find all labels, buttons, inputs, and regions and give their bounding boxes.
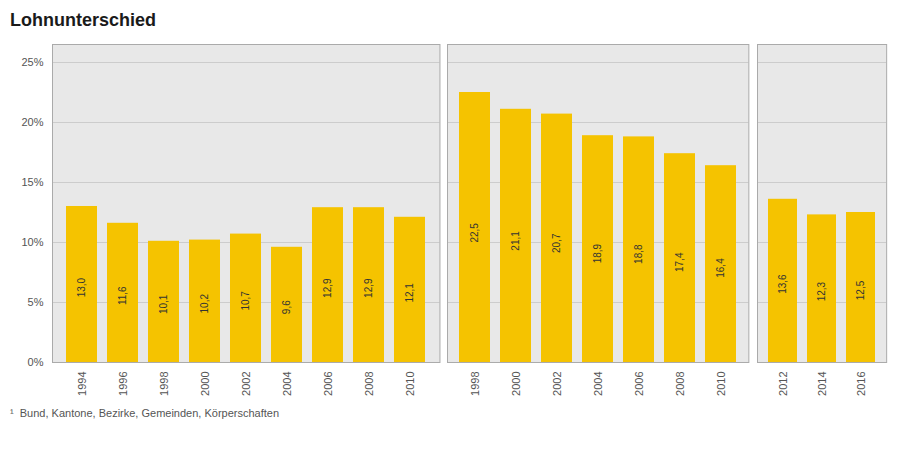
svg-text:2008: 2008	[674, 371, 686, 395]
svg-text:2010: 2010	[404, 371, 416, 395]
svg-text:1998: 1998	[469, 371, 481, 395]
svg-text:12,3: 12,3	[816, 281, 827, 301]
svg-text:2004: 2004	[592, 371, 604, 395]
svg-text:18,8: 18,8	[634, 244, 645, 264]
svg-text:0%: 0%	[28, 356, 44, 368]
svg-text:10,7: 10,7	[240, 291, 251, 311]
svg-text:2002: 2002	[551, 371, 563, 395]
svg-text:2012: 2012	[776, 371, 788, 395]
svg-text:12,9: 12,9	[322, 278, 333, 298]
svg-text:2006: 2006	[322, 371, 334, 395]
svg-text:5%: 5%	[28, 296, 44, 308]
svg-text:18,9: 18,9	[593, 243, 604, 263]
svg-text:1998: 1998	[158, 371, 170, 395]
svg-text:10,2: 10,2	[199, 294, 210, 314]
svg-text:21,1: 21,1	[511, 231, 522, 251]
svg-text:25%: 25%	[22, 56, 44, 68]
html-text:Lohnunterschied: Lohnunterschied	[10, 10, 156, 30]
svg-text:12,1: 12,1	[404, 283, 415, 303]
svg-text:2010: 2010	[715, 371, 727, 395]
svg-text:13,6: 13,6	[777, 274, 788, 294]
svg-text:2000: 2000	[199, 371, 211, 395]
svg-text:15%: 15%	[22, 176, 44, 188]
svg-text:2002: 2002	[240, 371, 252, 395]
svg-text:9,6: 9,6	[281, 300, 292, 314]
svg-text:12,9: 12,9	[363, 278, 374, 298]
svg-text:2004: 2004	[281, 371, 293, 395]
svg-text:2000: 2000	[510, 371, 522, 395]
svg-text:2008: 2008	[363, 371, 375, 395]
svg-text:2006: 2006	[633, 371, 645, 395]
svg-text:11,6: 11,6	[117, 286, 128, 305]
html-text:¹ Bund, Kantone, Bezirke, Geme: ¹ Bund, Kantone, Bezirke, Gemeinden, Kör…	[10, 407, 279, 419]
svg-text:1996: 1996	[117, 371, 129, 395]
svg-text:22,5: 22,5	[470, 223, 481, 243]
svg-text:13,0: 13,0	[76, 277, 87, 297]
svg-text:10%: 10%	[22, 236, 44, 248]
svg-text:2014: 2014	[815, 371, 827, 395]
svg-text:20%: 20%	[22, 116, 44, 128]
svg-text:10,1: 10,1	[158, 294, 169, 314]
svg-text:12,5: 12,5	[855, 280, 866, 300]
svg-text:1994: 1994	[76, 371, 88, 395]
svg-text:2016: 2016	[854, 371, 866, 395]
svg-text:20,7: 20,7	[552, 233, 563, 253]
svg-text:16,4: 16,4	[716, 258, 727, 278]
svg-text:17,4: 17,4	[675, 252, 686, 272]
